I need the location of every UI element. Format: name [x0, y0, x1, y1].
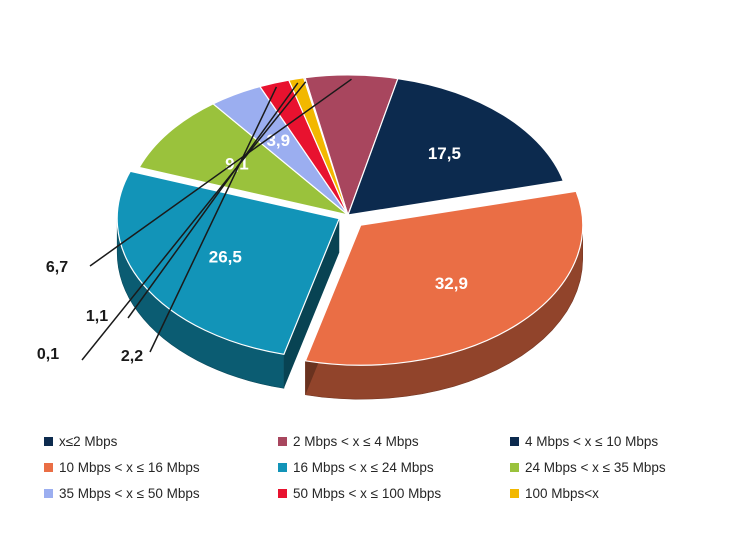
legend-item: 50 Mbps < x ≤ 100 Mbps — [278, 484, 510, 502]
legend-swatch — [44, 462, 53, 472]
legend-swatch — [278, 488, 287, 498]
legend-label: 10 Mbps < x ≤ 16 Mbps — [59, 459, 200, 475]
slice-value-label-4: 26,5 — [209, 248, 242, 267]
legend-swatch — [278, 462, 287, 472]
legend-label: 2 Mbps < x ≤ 4 Mbps — [293, 433, 419, 449]
legend-swatch — [510, 436, 519, 446]
chart-legend: x≤2 Mbps 2 Mbps < x ≤ 4 Mbps 4 Mbps < x ≤ … — [44, 432, 724, 502]
slice-value-label-2: 17,5 — [428, 144, 461, 163]
legend-item: x≤2 Mbps — [44, 432, 278, 450]
leader-line-7 — [149, 86, 278, 353]
slice-value-label-8: 1,1 — [86, 308, 108, 325]
slice-value-label-1: 6,7 — [46, 259, 68, 276]
legend-label: 24 Mbps < x ≤ 35 Mbps — [525, 459, 666, 475]
pie-cut-face-4-0 — [283, 218, 340, 389]
legend-swatch — [278, 436, 287, 446]
legend-swatch — [44, 436, 53, 446]
pie-slice-8 — [287, 77, 349, 216]
pie-slice-3 — [304, 190, 584, 366]
legend-swatch — [510, 488, 519, 498]
slice-value-label-7: 2,2 — [121, 348, 143, 365]
legend-item: 2 Mbps < x ≤ 4 Mbps — [278, 432, 510, 450]
legend-swatch — [510, 462, 519, 472]
legend-label: 4 Mbps < x ≤ 10 Mbps — [525, 433, 659, 449]
leader-line-1 — [89, 78, 352, 267]
legend-item: 24 Mbps < x ≤ 35 Mbps — [510, 458, 724, 476]
pie-tops — [116, 74, 584, 366]
pie-slice-2 — [347, 77, 565, 216]
legend-label: x≤2 Mbps — [59, 433, 118, 449]
outer-value-labels: 0,1 6,7 2,2 1,1 — [37, 78, 352, 365]
legend-swatch — [44, 488, 53, 498]
slice-value-label-6: 3,9 — [266, 131, 290, 150]
legend-item: 35 Mbps < x ≤ 50 Mbps — [44, 484, 278, 502]
legend-item: 10 Mbps < x ≤ 16 Mbps — [44, 458, 278, 476]
legend-item: 16 Mbps < x ≤ 24 Mbps — [278, 458, 510, 476]
leader-line-0 — [81, 81, 307, 361]
legend-label: 16 Mbps < x ≤ 24 Mbps — [293, 459, 434, 475]
legend-label: 50 Mbps < x ≤ 100 Mbps — [293, 485, 442, 501]
legend-item: 4 Mbps < x ≤ 10 Mbps — [510, 432, 724, 450]
slice-value-label-3: 32,9 — [435, 274, 468, 293]
leader-line-8 — [127, 82, 299, 319]
legend-item: 100 Mbps<x — [510, 484, 724, 502]
legend-label: 100 Mbps<x — [525, 485, 599, 501]
legend-label: 35 Mbps < x ≤ 50 Mbps — [59, 485, 200, 501]
slice-value-label-0: 0,1 — [37, 346, 59, 363]
